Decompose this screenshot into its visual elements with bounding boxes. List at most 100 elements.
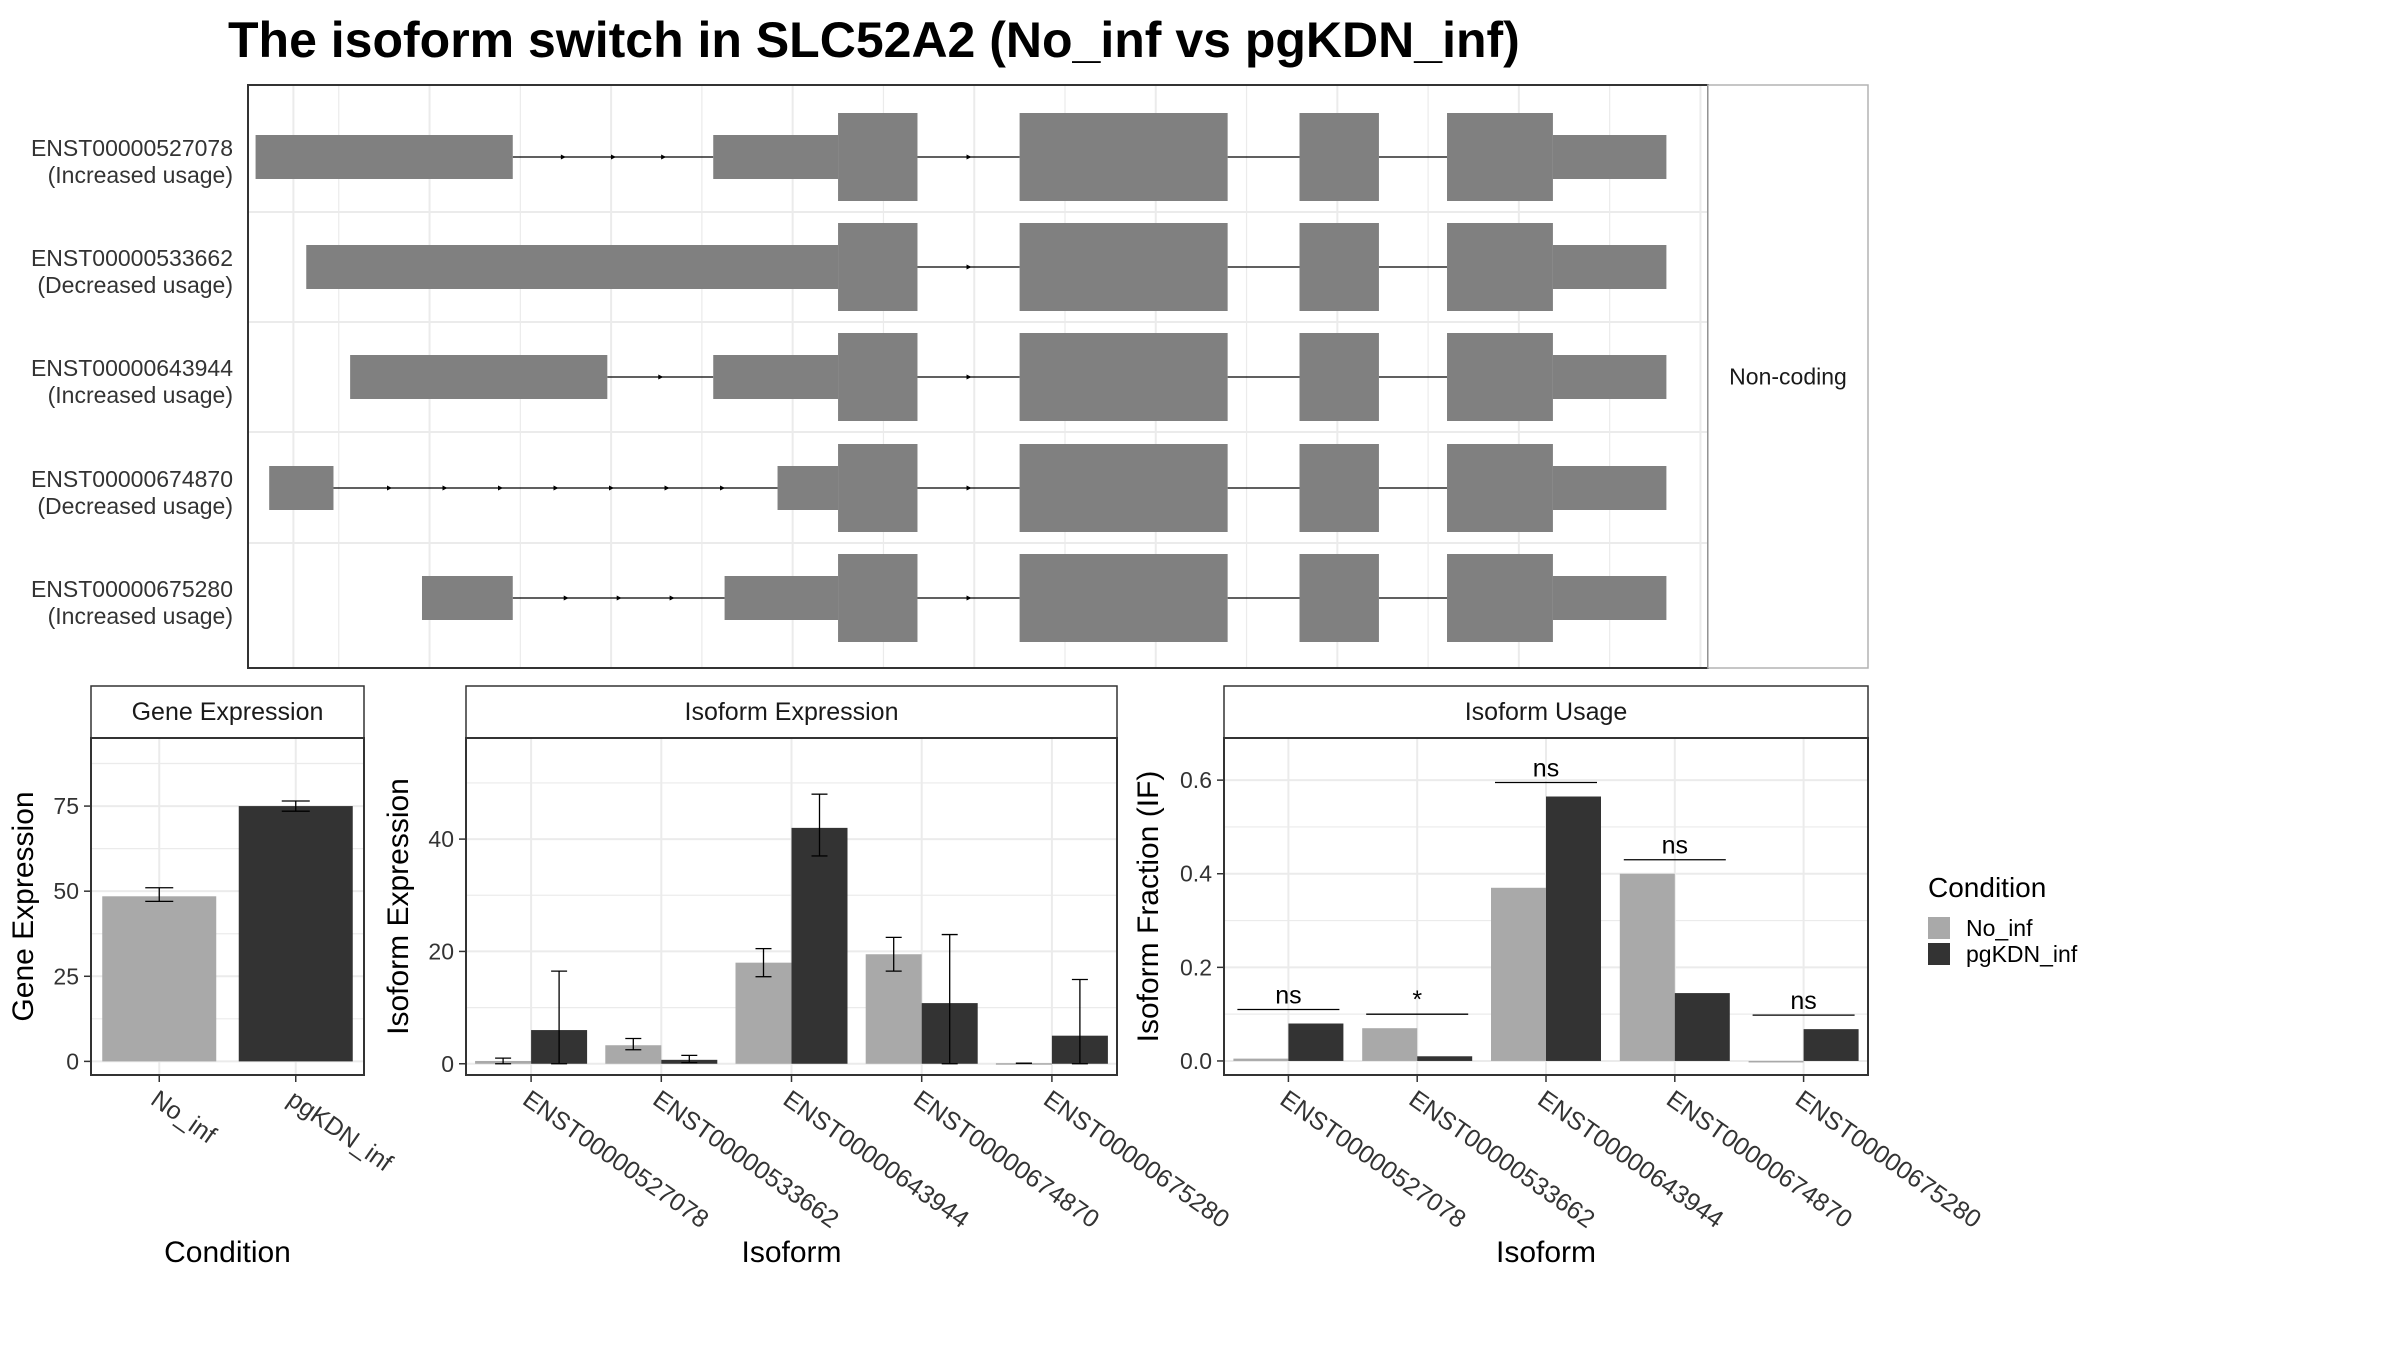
x-axis-title: Isoform <box>1496 1236 1596 1269</box>
y-tick-label: 50 <box>53 878 79 904</box>
exon-block <box>1019 444 1228 532</box>
isoform-usage-label: (Increased usage) <box>48 603 233 629</box>
exon-block <box>1447 444 1553 532</box>
intron-arrow <box>386 485 392 491</box>
legend: Condition No_inf pgKDN_inf <box>1928 872 2078 967</box>
bar-no-inf-enst00000533662 <box>1362 1028 1418 1061</box>
isoform-row-enst00000527078: ENST00000527078(Increased usage) <box>31 113 1667 201</box>
y-axis-title: Isoform Fraction (IF) <box>1132 771 1165 1043</box>
strip-box <box>90 685 365 739</box>
bar-no-inf-enst00000675280 <box>995 1063 1052 1065</box>
intron-arrow <box>966 595 972 601</box>
legend-title: Condition <box>1928 872 2046 903</box>
exon-block <box>724 576 839 620</box>
intron-arrow <box>616 595 622 601</box>
plot-border <box>90 737 365 1076</box>
strip-title: Gene Expression <box>132 698 324 726</box>
exon-block <box>1019 223 1228 311</box>
intron-arrow <box>720 485 726 491</box>
x-axis-title: Condition <box>164 1236 291 1269</box>
bar-no-inf <box>102 896 217 1062</box>
bar-pgkdn-inf-enst00000674870 <box>1674 993 1730 1061</box>
bar-no-inf-enst00000643944 <box>735 962 792 1064</box>
strip-box <box>465 685 1118 739</box>
exon-block <box>838 113 918 201</box>
intron-arrow <box>658 374 664 380</box>
intron-arrow <box>664 485 670 491</box>
exon-block <box>838 554 918 642</box>
bar-pgkdn-inf-enst00000533662 <box>1417 1056 1473 1061</box>
intron-arrow <box>563 595 569 601</box>
isoform-usage-label: (Increased usage) <box>48 382 233 408</box>
exon-block <box>1019 113 1228 201</box>
exon-block <box>713 355 839 399</box>
bar-no-inf-enst00000527078 <box>1233 1058 1289 1061</box>
exon-block <box>838 333 918 421</box>
significance-label: ns <box>1275 982 1301 1010</box>
isoform-id-label: ENST00000527078 <box>31 135 233 161</box>
significance-label: ns <box>1662 832 1688 860</box>
intron-arrow <box>669 595 675 601</box>
strip-box <box>1223 685 1869 739</box>
y-axis-title: Isoform Expression <box>382 778 415 1035</box>
exon-block <box>1552 466 1667 510</box>
plot-border <box>1223 737 1869 1076</box>
exon-block <box>1019 333 1228 421</box>
intron-arrow <box>442 485 448 491</box>
bar-pgkdn-inf-enst00000643944 <box>791 827 848 1064</box>
exon-block <box>1447 333 1553 421</box>
x-tick-label-pgkdn-inf: pgKDN_inf <box>282 1085 397 1177</box>
exon-block <box>1552 245 1667 289</box>
bar-no-inf-enst00000675280 <box>1748 1060 1804 1063</box>
exon-block <box>1552 576 1667 620</box>
exon-block <box>350 355 608 399</box>
legend-swatch-no-inf <box>1928 917 1950 939</box>
y-tick-label: 0.2 <box>1180 954 1212 980</box>
isoform-id-label: ENST00000674870 <box>31 466 233 492</box>
gene-structure-panel: ENST00000527078(Increased usage)ENST0000… <box>31 84 1869 669</box>
isoform-usage-label: (Increased usage) <box>48 162 233 188</box>
y-tick-label: 0.6 <box>1180 767 1212 793</box>
legend-label-no-inf: No_inf <box>1966 915 2033 941</box>
isoform-id-label: ENST00000533662 <box>31 245 233 271</box>
intron-arrow <box>966 264 972 270</box>
exon-block <box>1299 554 1379 642</box>
isoform-usage-label: (Decreased usage) <box>37 493 233 519</box>
exon-block <box>1019 554 1228 642</box>
exon-block <box>1299 223 1379 311</box>
isoform-row-enst00000643944: ENST00000643944(Increased usage) <box>31 333 1667 421</box>
strip-title: Isoform Expression <box>685 698 899 726</box>
y-tick-label: 40 <box>428 826 454 852</box>
intron-arrow <box>966 374 972 380</box>
intron-arrow <box>966 485 972 491</box>
legend-label-pgkdn-inf: pgKDN_inf <box>1966 941 2078 967</box>
exon-block <box>838 444 918 532</box>
gene-expression-panel: Gene Expression 0 25 50 75 No_inf pgKDN_inf Con… <box>7 685 397 1269</box>
y-tick-label: 0.4 <box>1180 861 1212 887</box>
chart-title: The isoform switch in SLC52A2 (No_inf vs… <box>228 12 1520 68</box>
x-axis-title: Isoform <box>741 1236 841 1269</box>
y-tick-label: 25 <box>53 963 79 989</box>
isoform-row-enst00000674870: ENST00000674870(Decreased usage) <box>31 444 1667 532</box>
y-tick-label: 0 <box>66 1048 79 1074</box>
bar-pgkdn-inf-enst00000675280 <box>1803 1029 1859 1061</box>
significance-label: ns <box>1533 755 1559 783</box>
exon-block <box>1299 444 1379 532</box>
isoform-id-label: ENST00000675280 <box>31 576 233 602</box>
exon-block <box>1447 223 1553 311</box>
x-tick-label-no-inf: No_inf <box>146 1085 221 1149</box>
isoform-row-enst00000533662: ENST00000533662(Decreased usage) <box>31 223 1667 311</box>
exon-block <box>838 223 918 311</box>
isoform-row-enst00000675280: ENST00000675280(Increased usage) <box>31 554 1667 642</box>
y-tick-label: 20 <box>428 938 454 964</box>
strip-title: Isoform Usage <box>1465 698 1628 726</box>
bar-no-inf-enst00000643944 <box>1491 887 1546 1061</box>
intron-arrow <box>966 154 972 160</box>
bar-pgkdn-inf-enst00000643944 <box>1546 796 1601 1061</box>
bar-pgkdn-inf <box>238 806 353 1062</box>
exon-block <box>1447 554 1553 642</box>
y-tick-label: 75 <box>53 793 79 819</box>
exon-block <box>1299 113 1379 201</box>
facet-label: Non-coding <box>1729 364 1847 390</box>
